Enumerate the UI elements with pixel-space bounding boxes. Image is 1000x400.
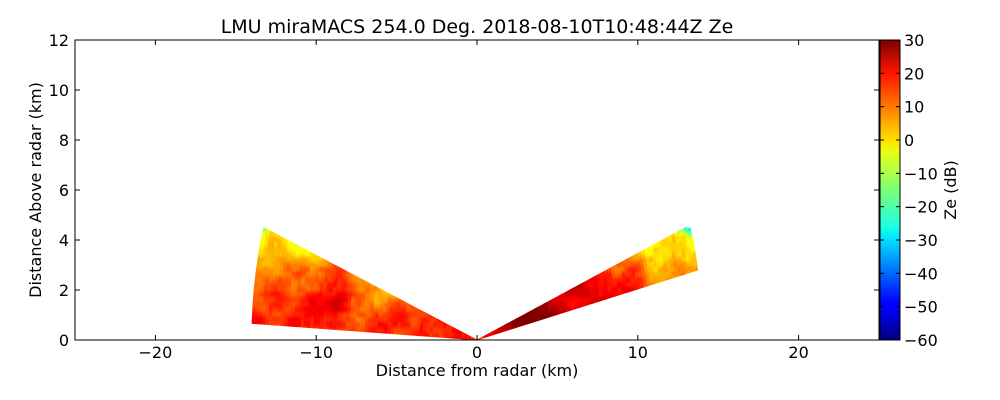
y-tick-label: 0	[59, 331, 69, 350]
y-tick-label: 2	[59, 281, 69, 300]
x-tick-label: 0	[472, 343, 482, 362]
x-tick-label: 20	[788, 343, 808, 362]
colorbar-label: Ze (dB)	[941, 160, 960, 220]
chart-title: LMU miraMACS 254.0 Deg. 2018-08-10T10:48…	[221, 16, 734, 38]
colorbar-tick-label: 30	[904, 31, 924, 50]
plot-frame	[74, 39, 880, 341]
x-tick-label: −10	[299, 343, 333, 362]
y-axis-label: Distance Above radar (km)	[26, 82, 45, 298]
y-tick-label: 8	[59, 131, 69, 150]
y-tick-label: 4	[59, 231, 69, 250]
x-axis-label: Distance from radar (km)	[376, 361, 579, 380]
colorbar-tick-label: −60	[904, 331, 938, 350]
reflectivity-cell	[262, 226, 268, 233]
radar-scan-image	[251, 226, 699, 340]
x-tick-label: 10	[628, 343, 648, 362]
y-tick-label: 12	[49, 31, 69, 50]
colorbar-tick-label: −40	[904, 264, 938, 283]
colorbar-gradient	[879, 39, 901, 341]
colorbar-tick-label: −20	[904, 198, 938, 217]
y-tick-label: 10	[49, 81, 69, 100]
colorbar-tick-label: 20	[904, 64, 924, 83]
colorbar-tick-label: −50	[904, 298, 938, 317]
y-axis: 0 2 4 6 8 10 12	[49, 31, 879, 350]
colorbar-tick-label: −10	[904, 164, 938, 183]
colorbar-tick-label: 10	[904, 98, 924, 117]
colorbar-tick-label: −30	[904, 231, 938, 250]
x-axis: −20 −10 0 10 20	[139, 40, 809, 362]
x-tick-label: −20	[139, 343, 173, 362]
colorbar-tick-label: 0	[904, 131, 914, 150]
y-tick-label: 6	[59, 181, 69, 200]
